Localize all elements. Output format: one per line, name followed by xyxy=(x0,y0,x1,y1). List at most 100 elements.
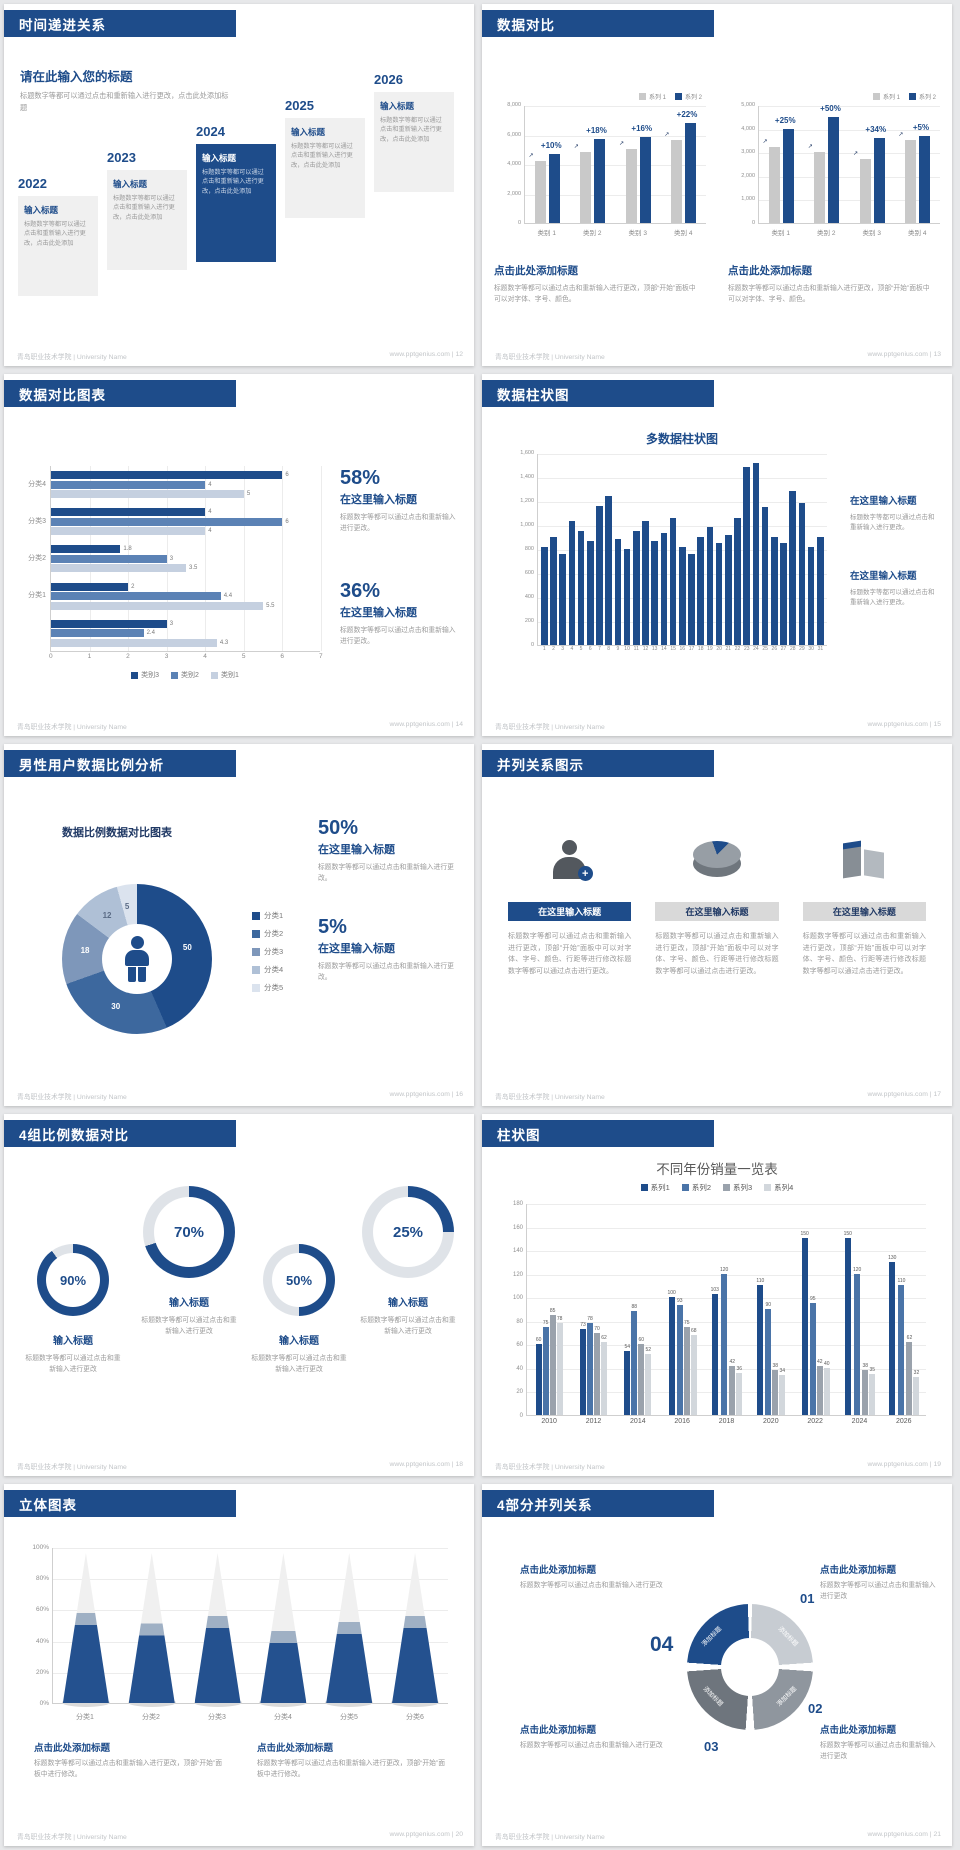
x-tick-label: 6 xyxy=(588,646,592,652)
comparison-chart-right: 系列 1 系列 2 5,000 4,000 3,000 2,000 1,000 0 ↗ +25%… xyxy=(728,92,940,306)
y-tick-label: 60% xyxy=(35,1606,49,1614)
category-label: 类别 3 xyxy=(862,230,881,237)
slide-20-3d-chart[interactable]: 立体图表 100% 80% 60% 40% 20% 0% 分类1 分类2 分类3 分类4 分类5 分… xyxy=(4,1484,474,1846)
timeline-card-text: 标题数字等都可以通过点击和重新输入进行更改，点击此处添加 xyxy=(24,221,86,247)
donut-hole xyxy=(102,924,172,994)
slide-13-data-comparison[interactable]: 数据对比 系列 1 系列 2 8,000 6,000 4,000 2,000 0 ↗ +10%… xyxy=(482,4,952,366)
caption-text: 标题数字等都可以通过点击和重新输入进行更改 xyxy=(820,1742,936,1760)
slide-18-four-ratio-comparison[interactable]: 4组比例数据对比 90% 输入标题 标题数字等都可以通过点击和重新输入进行更改 … xyxy=(4,1114,474,1476)
timeline-card: 输入标题 标题数字等都可以通过点击和重新输入进行更改，点击此处添加 xyxy=(285,118,365,218)
bar-column: 100 xyxy=(667,1291,676,1415)
bar xyxy=(862,1370,869,1415)
gridline xyxy=(282,466,284,651)
legend-item: 系列4 xyxy=(764,1182,793,1193)
gridline xyxy=(53,1548,448,1549)
slice-value-label: 12 xyxy=(102,911,112,921)
bar xyxy=(757,1285,764,1415)
user-add-icon xyxy=(552,839,593,881)
value-label: 4 xyxy=(208,509,212,516)
growth-arrow-icon: ↗ xyxy=(762,139,768,146)
x-tick-label: 24 xyxy=(753,646,759,652)
gridline xyxy=(527,1227,926,1229)
legend-item: 分类5 xyxy=(252,982,283,993)
bar xyxy=(625,149,637,223)
x-tick-label: 6 xyxy=(280,653,285,660)
gridline xyxy=(759,106,940,107)
footer-school: 青岛职业技术学院 | University Name xyxy=(17,1094,127,1101)
cone xyxy=(190,1553,246,1707)
value-label: 42 xyxy=(817,1358,823,1365)
slide-title: 4组比例数据对比 xyxy=(19,1127,130,1143)
value-label: 2 xyxy=(131,583,135,590)
category-label: 分类1 xyxy=(76,1714,94,1721)
stat-text: 标题数字等都可以通过点击和重新输入进行更改。 xyxy=(318,864,454,882)
bar xyxy=(587,540,594,645)
slide-12-time-progression[interactable]: 时间递进关系 请在此输入您的标题 标题数字等都可以通过点击和重新输入进行更改，点… xyxy=(4,4,474,366)
slide-15-column-chart[interactable]: 数据柱状图 多数据柱状图 1,600 1,400 1,200 1,000 800 600 4… xyxy=(482,374,952,736)
x-tick-label: 2 xyxy=(552,646,555,652)
slide-14-comparison-chart[interactable]: 数据对比图表 0 1 2 3 4 5 6 7 分类4 6 4 5 分类3 4 6 4 分类2 1.8 3 3.5 分类1… xyxy=(4,374,474,736)
y-tick-label: 20% xyxy=(35,1668,49,1676)
timeline-card-text: 标题数字等都可以通过点击和重新输入进行更改，点击此处添加 xyxy=(113,195,175,221)
bar-group: 110 90 38 34 xyxy=(749,1204,793,1415)
stat-block: 5% 在这里输入标题 标题数字等都可以通过点击和重新输入进行更改。 xyxy=(318,917,456,984)
bar xyxy=(51,471,283,479)
bar-group: ↗ +50% xyxy=(804,104,849,223)
stats-panel: 50% 在这里输入标题 标题数字等都可以通过点击和重新输入进行更改。 5% 在这… xyxy=(318,818,456,984)
bar-chart: 5,000 4,000 3,000 2,000 1,000 0 ↗ +25% ↗ +50% ↗ +34… xyxy=(741,102,940,226)
bar-column: 34 xyxy=(779,1368,786,1415)
legend-label: 系列3 xyxy=(733,1183,753,1192)
bar xyxy=(550,537,557,645)
y-tick-label: 1,000 xyxy=(741,196,755,203)
y-tick-label: 1,200 xyxy=(520,498,534,504)
category-label: 类别 4 xyxy=(674,230,693,237)
gridline xyxy=(525,165,706,166)
value-label: 4 xyxy=(208,528,212,535)
legend-swatch xyxy=(723,1184,730,1191)
footer-page-info: www.pptgenius.com | 12 xyxy=(389,351,463,358)
bar xyxy=(642,521,649,645)
slide-footer: 青岛职业技术学院 | University Name www.pptgenius… xyxy=(17,351,463,361)
y-tick-label: 80 xyxy=(516,1318,523,1325)
slide-title: 数据柱状图 xyxy=(497,387,570,403)
caption-text: 标题数字等都可以通过点击和重新输入进行更改，顶部“开始”面板中进行修改。 xyxy=(257,1760,446,1778)
slide-16-male-user-ratio[interactable]: 男性用户数据比例分析 数据比例数据对比图表 50 30 18 12 5 分类1 分类2 分类… xyxy=(4,744,474,1106)
chart-legend: 分类1 分类2 分类3 分类4 分类5 xyxy=(252,910,283,1000)
segment-label: 添加标题 xyxy=(776,1625,800,1648)
ring-title: 输入标题 xyxy=(388,1298,428,1309)
bar xyxy=(711,1293,718,1415)
slide-19-bar-chart[interactable]: 柱状图 不同年份销量一览表 系列1 系列2 系列3 系列4 180 160 140 120 1… xyxy=(482,1114,952,1476)
bar xyxy=(51,592,221,601)
value-label: 85 xyxy=(549,1307,556,1314)
bar-group: ↗ +5% xyxy=(895,106,940,223)
ring-title: 输入标题 xyxy=(169,1298,209,1309)
value-label: 5.5 xyxy=(266,602,275,609)
slide-17-parallel-relationship[interactable]: 并列关系图示 在这里输入标题 标题数字等都可以通过点击和重新输入进行更改，顶部“… xyxy=(482,744,952,1106)
value-label: 6 xyxy=(285,472,289,478)
bar xyxy=(639,137,651,223)
column-2: 在这里输入标题 标题数字等都可以通过点击和重新输入进行更改，顶部“开始”面板中可… xyxy=(655,828,779,977)
timeline-item: 2026 输入标题 标题数字等都可以通过点击和重新输入进行更改，点击此处添加 xyxy=(374,72,454,192)
value-label: 5 xyxy=(246,491,251,497)
value-label: 103 xyxy=(710,1286,719,1293)
ratio-column-4: 25% 输入标题 标题数字等都可以通过点击和重新输入进行更改 xyxy=(355,1186,461,1338)
bar xyxy=(535,1344,542,1415)
slide-21-four-part-relationship[interactable]: 4部分并列关系 添加标题 添加标题 添加标题 添加标题 01 02 03 04 … xyxy=(482,1484,952,1846)
legend-item: 分类1 xyxy=(252,910,283,921)
bar xyxy=(549,153,561,223)
slide-title: 4部分并列关系 xyxy=(497,1497,593,1513)
legend-swatch xyxy=(171,671,179,679)
bar xyxy=(869,1373,876,1415)
ratio-column-2: 70% 输入标题 标题数字等都可以通过点击和重新输入进行更改 xyxy=(136,1186,242,1338)
gridline xyxy=(759,153,940,155)
bar xyxy=(873,137,885,223)
bar xyxy=(783,128,795,223)
ring-title: 输入标题 xyxy=(53,1336,93,1347)
stat-value: 58% xyxy=(340,467,381,489)
timeline-year: 2023 xyxy=(107,150,136,165)
x-tick-label: 31 xyxy=(817,646,824,652)
bar-groups: ↗ +10% ↗ +18% ↗ +16% ↗ +22% xyxy=(525,106,706,223)
timeline-card-title: 输入标题 xyxy=(380,101,415,111)
bar-column: 42 xyxy=(729,1359,736,1415)
parallel-columns: 在这里输入标题 标题数字等都可以通过点击和重新输入进行更改，顶部“开始”面板中可… xyxy=(508,828,926,977)
